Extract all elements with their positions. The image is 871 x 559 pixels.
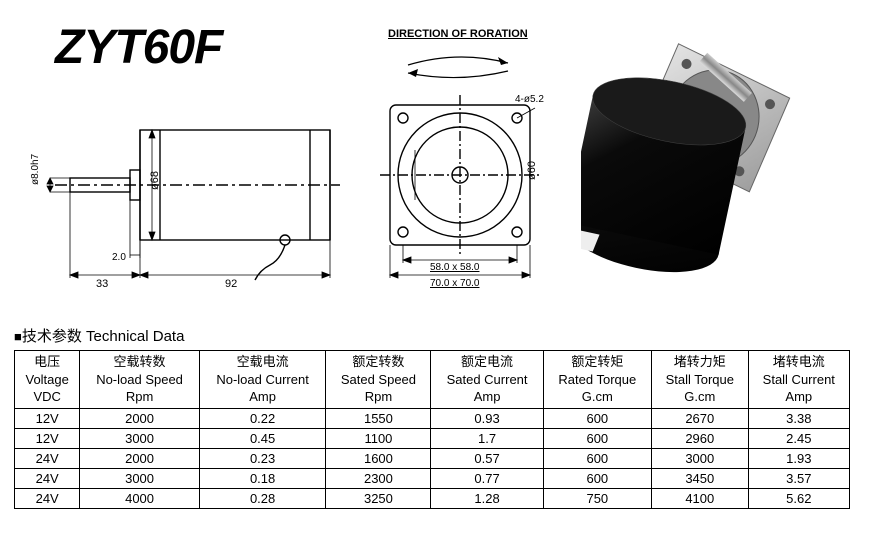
col-header: 空载转数No-load SpeedRpm bbox=[80, 351, 199, 409]
dim-front-dia: ø60 bbox=[526, 161, 538, 180]
product-photo bbox=[581, 10, 851, 300]
section-header-en: Technical Data bbox=[86, 328, 184, 345]
table-cell: 24V bbox=[15, 468, 80, 488]
table-cell: 600 bbox=[543, 428, 651, 448]
table-cell: 2.45 bbox=[748, 428, 849, 448]
table-cell: 2000 bbox=[80, 448, 199, 468]
dim-bolt-circle: 58.0 x 58.0 bbox=[430, 262, 480, 273]
table-row: 12V30000.4511001.760029602.45 bbox=[15, 428, 850, 448]
table-row: 24V20000.2316000.5760030001.93 bbox=[15, 448, 850, 468]
top-section: ZYT60F DIRECTION OF RORATION bbox=[0, 0, 871, 310]
table-body: 12V20000.2215500.9360026703.3812V30000.4… bbox=[15, 408, 850, 508]
table-cell: 600 bbox=[543, 408, 651, 428]
table-cell: 12V bbox=[15, 408, 80, 428]
rotation-arrow-icon bbox=[398, 45, 518, 85]
table-cell: 1100 bbox=[326, 428, 431, 448]
table-cell: 24V bbox=[15, 448, 80, 468]
table-cell: 2960 bbox=[651, 428, 748, 448]
table-row: 12V20000.2215500.9360026703.38 bbox=[15, 408, 850, 428]
col-header: 空载电流No-load CurrentAmp bbox=[199, 351, 326, 409]
table-cell: 2000 bbox=[80, 408, 199, 428]
table-cell: 0.93 bbox=[431, 408, 543, 428]
dim-flange: 70.0 x 70.0 bbox=[430, 278, 480, 289]
table-cell: 1550 bbox=[326, 408, 431, 428]
table-cell: 0.77 bbox=[431, 468, 543, 488]
table-cell: 3450 bbox=[651, 468, 748, 488]
table-cell: 0.22 bbox=[199, 408, 326, 428]
table-cell: 3000 bbox=[651, 448, 748, 468]
dim-hole: 4-ø5.2 bbox=[515, 94, 544, 105]
section-header-cn: 技术参数 bbox=[22, 328, 82, 345]
dim-shaft-len: 33 bbox=[96, 278, 108, 290]
dim-step: 2.0 bbox=[112, 252, 126, 263]
table-cell: 3.57 bbox=[748, 468, 849, 488]
col-header: 堵转电流Stall CurrentAmp bbox=[748, 351, 849, 409]
rotation-label: DIRECTION OF RORATION bbox=[388, 28, 528, 40]
table-cell: 3000 bbox=[80, 468, 199, 488]
table-cell: 600 bbox=[543, 468, 651, 488]
col-header: 堵转力矩Stall TorqueG.cm bbox=[651, 351, 748, 409]
table-cell: 1600 bbox=[326, 448, 431, 468]
table-cell: 0.45 bbox=[199, 428, 326, 448]
table-cell: 3250 bbox=[326, 488, 431, 508]
section-header: ■技术参数 Technical Data bbox=[14, 325, 871, 346]
table-cell: 750 bbox=[543, 488, 651, 508]
table-cell: 1.28 bbox=[431, 488, 543, 508]
table-cell: 4000 bbox=[80, 488, 199, 508]
table-cell: 1.7 bbox=[431, 428, 543, 448]
table-cell: 3000 bbox=[80, 428, 199, 448]
dim-body-len: 92 bbox=[225, 278, 237, 290]
col-header: 电压VoltageVDC bbox=[15, 351, 80, 409]
table-cell: 0.28 bbox=[199, 488, 326, 508]
bullet-icon: ■ bbox=[14, 329, 22, 344]
table-cell: 2670 bbox=[651, 408, 748, 428]
table-cell: 0.18 bbox=[199, 468, 326, 488]
col-header: 额定转矩Rated TorqueG.cm bbox=[543, 351, 651, 409]
front-drawing: 4-ø5.2 ø60 58.0 x 58.0 70.0 x 70.0 bbox=[375, 90, 545, 290]
table-head: 电压VoltageVDC空载转数No-load SpeedRpm空载电流No-l… bbox=[15, 351, 850, 409]
table-cell: 1.93 bbox=[748, 448, 849, 468]
table-cell: 24V bbox=[15, 488, 80, 508]
table-cell: 0.57 bbox=[431, 448, 543, 468]
product-title: ZYT60F bbox=[55, 20, 222, 75]
table-row: 24V40000.2832501.2875041005.62 bbox=[15, 488, 850, 508]
table-cell: 600 bbox=[543, 448, 651, 468]
table-cell: 12V bbox=[15, 428, 80, 448]
table-cell: 3.38 bbox=[748, 408, 849, 428]
table-cell: 5.62 bbox=[748, 488, 849, 508]
table-cell: 0.23 bbox=[199, 448, 326, 468]
table-cell: 2300 bbox=[326, 468, 431, 488]
side-drawing: ø8.0h7 ø68 2.0 33 92 bbox=[30, 90, 350, 290]
col-header: 额定电流Sated CurrentAmp bbox=[431, 351, 543, 409]
dim-body-dia: ø68 bbox=[149, 171, 161, 190]
dim-shaft-dia: ø8.0h7 bbox=[30, 153, 41, 185]
spec-table: 电压VoltageVDC空载转数No-load SpeedRpm空载电流No-l… bbox=[14, 350, 850, 509]
table-row: 24V30000.1823000.7760034503.57 bbox=[15, 468, 850, 488]
table-cell: 4100 bbox=[651, 488, 748, 508]
col-header: 额定转数Sated SpeedRpm bbox=[326, 351, 431, 409]
